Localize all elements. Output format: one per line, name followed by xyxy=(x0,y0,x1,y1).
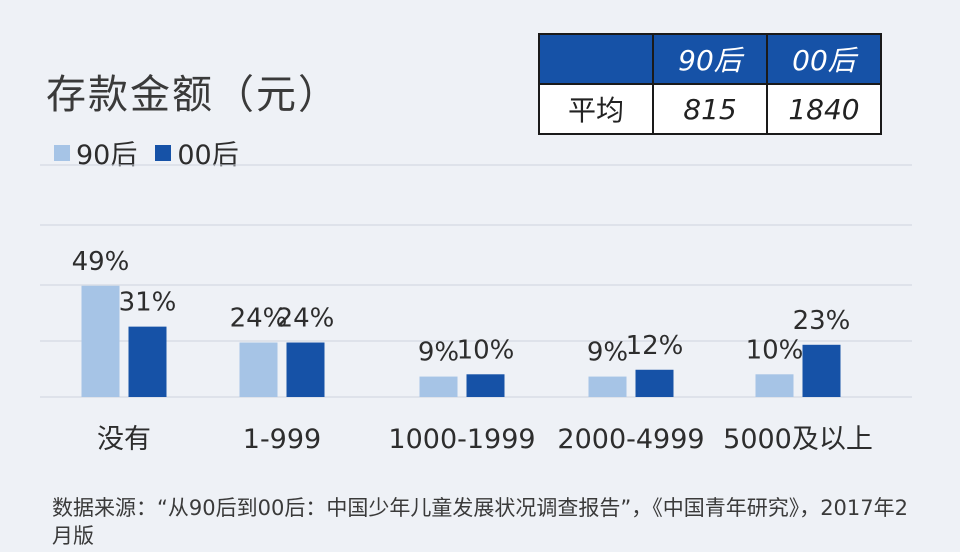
category-label-3: 2000-4999 xyxy=(557,424,704,455)
category-label-0: 没有 xyxy=(97,424,151,455)
data-label-90-0: 49% xyxy=(72,247,130,277)
average-table-header-90: 90后 xyxy=(652,33,768,85)
data-label-00-0: 31% xyxy=(119,288,177,318)
legend-item-90: 90后 xyxy=(54,133,137,172)
legend-swatch-00 xyxy=(155,144,172,161)
data-labels: 49%31%24%24%9%10% 9%12% 10%23% xyxy=(72,247,851,368)
data-label-90-3: 9% xyxy=(587,338,628,368)
average-value-90: 815 xyxy=(652,83,768,135)
average-table-row: 平均 815 1840 xyxy=(538,83,882,135)
chart-title: 存款金额（元） xyxy=(46,72,340,118)
bar-90-1 xyxy=(239,342,278,397)
bar-00-0 xyxy=(128,326,167,397)
bar-90-2 xyxy=(419,376,458,397)
average-table: 90后 00后 平均 815 1840 xyxy=(538,33,882,135)
legend-swatch-90 xyxy=(54,144,70,161)
bar-90-3 xyxy=(588,376,627,397)
bar-90-0 xyxy=(81,285,120,397)
average-table-header: 90后 00后 xyxy=(538,33,882,85)
average-row-label: 平均 xyxy=(538,83,654,135)
legend-label-00: 00后 xyxy=(177,140,239,171)
data-label-90-4: 10% xyxy=(746,335,804,365)
category-label-1: 1-999 xyxy=(243,424,321,455)
data-label-00-3: 12% xyxy=(626,331,684,361)
bar-00-1 xyxy=(286,342,325,397)
bar-90-4 xyxy=(755,374,794,397)
bar-00-4 xyxy=(802,344,841,397)
data-label-90-2: 9% xyxy=(418,338,459,368)
source-note: 数据来源：“从90后到00后：中国少年儿童发展状况调查报告”，《中国青年研究》，… xyxy=(52,496,909,548)
data-label-90-1: 24% xyxy=(230,304,288,334)
data-label-00-2: 10% xyxy=(457,335,515,365)
average-table-header-00: 00后 xyxy=(766,33,882,85)
average-value-00: 1840 xyxy=(766,83,882,135)
category-labels: 没有 1-999 1000-1999 2000-4999 5000及以上 xyxy=(97,424,873,455)
average-table-corner xyxy=(538,33,654,85)
data-label-00-4: 23% xyxy=(793,306,851,336)
bar-00-3 xyxy=(635,369,674,397)
data-label-00-1: 24% xyxy=(277,304,335,334)
bar-chart: 49%31%24%24%9%10% 9%12% 10%23% 没有 1-999 1000… xyxy=(40,164,912,455)
legend-label-90: 90后 xyxy=(76,140,138,171)
bar-00-2 xyxy=(466,374,505,397)
gridlines xyxy=(40,164,912,398)
category-label-4: 5000及以上 xyxy=(723,424,873,455)
category-label-2: 1000-1999 xyxy=(388,424,535,455)
legend-item-00: 00后 xyxy=(155,133,239,172)
legend: 90后 00后 xyxy=(54,133,239,172)
bars xyxy=(81,285,841,397)
